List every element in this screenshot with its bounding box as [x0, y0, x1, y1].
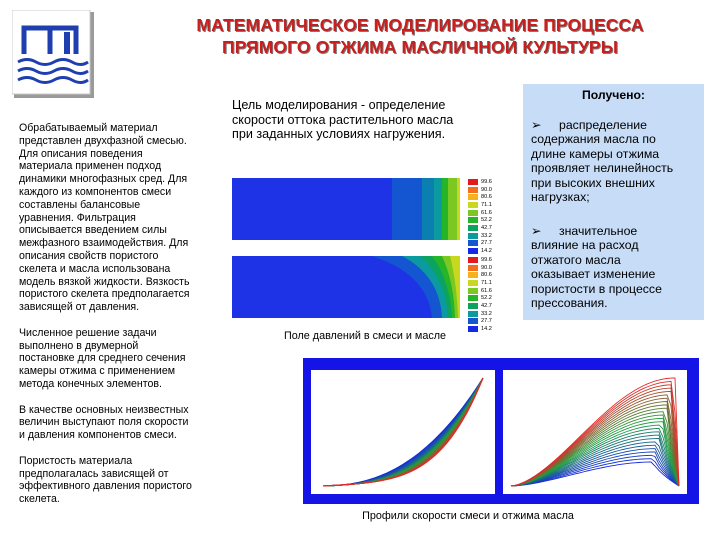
pressure-field-caption: Поле давлений в смеси и масле [283, 330, 447, 342]
legend-swatch [468, 201, 478, 208]
profile-curve [510, 407, 680, 487]
legend-swatch [468, 295, 478, 302]
university-logo [12, 10, 94, 98]
legend-swatch [468, 209, 478, 216]
profile-curve [510, 438, 680, 487]
title-line-2: ПРЯМОГО ОТЖИМА МАСЛИЧНОЙ КУЛЬТУРЫ [222, 37, 618, 57]
page-title: МАТЕМАТИЧЕСКОЕ МОДЕЛИРОВАНИЕ ПРОЦЕССА ПР… [140, 14, 700, 58]
modeling-goal: Цель моделирования - определение скорости… [232, 98, 454, 142]
legend-swatch [468, 264, 478, 271]
legend-swatch [468, 287, 478, 294]
arrow-bullet-icon: ➢ [531, 224, 542, 238]
pressure-field-oil [232, 256, 460, 318]
legend-swatch [468, 318, 478, 325]
legend-swatch [468, 310, 478, 317]
paragraph-model: Обрабатываемый материал представлен двухф… [19, 122, 190, 314]
legend-swatch [468, 186, 478, 193]
velocity-profile-oil [503, 370, 687, 494]
velocity-profiles-caption: Профили скорости смеси и отжима масла [362, 510, 574, 522]
legend-swatch [468, 217, 478, 224]
paragraph-solution: Численное решение задачи выполнено в двум… [19, 326, 186, 390]
profile-curve [510, 458, 680, 487]
pressure-field-mixture [232, 178, 460, 240]
profile-curve [510, 451, 680, 487]
legend-swatch [468, 256, 478, 263]
results-panel: Получено: ➢ распределение содержания масла… [523, 84, 704, 320]
result-item-1: ➢ распределение содержания масла по длине к… [531, 118, 674, 205]
result-item-2: ➢ значительное влияние на расход отжатого м… [531, 224, 662, 311]
legend-swatch [468, 178, 478, 185]
legend-swatch [468, 302, 478, 309]
legend-swatch [468, 194, 478, 201]
results-title: Получено: [582, 88, 645, 102]
legend-swatch [468, 272, 478, 279]
title-line-1: МАТЕМАТИЧЕСКОЕ МОДЕЛИРОВАНИЕ ПРОЦЕССА [196, 15, 644, 35]
velocity-profile-mixture [311, 370, 495, 494]
legend-swatch [468, 326, 478, 333]
paragraph-unknowns: В качестве основных неизвестных величин в… [19, 403, 189, 442]
legend-swatch [468, 248, 478, 255]
profile-curve [322, 377, 484, 487]
method-description: Обрабатываемый материал представлен двухф… [19, 122, 227, 519]
legend-swatch [468, 224, 478, 231]
profile-curve [322, 377, 484, 487]
pressure-legend-2: 99.6 90.0 80.6 71.1 61.6 52.2 42.7 33.2 … [468, 256, 492, 333]
velocity-profiles-panel [303, 358, 699, 504]
profile-curve [510, 401, 680, 487]
profile-curve [510, 377, 680, 487]
arrow-bullet-icon: ➢ [531, 118, 542, 132]
pressure-legend-1: 99.6 90.0 80.6 71.1 61.6 52.2 42.7 33.2 … [468, 178, 492, 255]
paragraph-porosity: Пористость материала предполагалась завис… [19, 454, 192, 506]
legend-swatch [468, 279, 478, 286]
legend-swatch [468, 232, 478, 239]
legend-swatch [468, 240, 478, 247]
